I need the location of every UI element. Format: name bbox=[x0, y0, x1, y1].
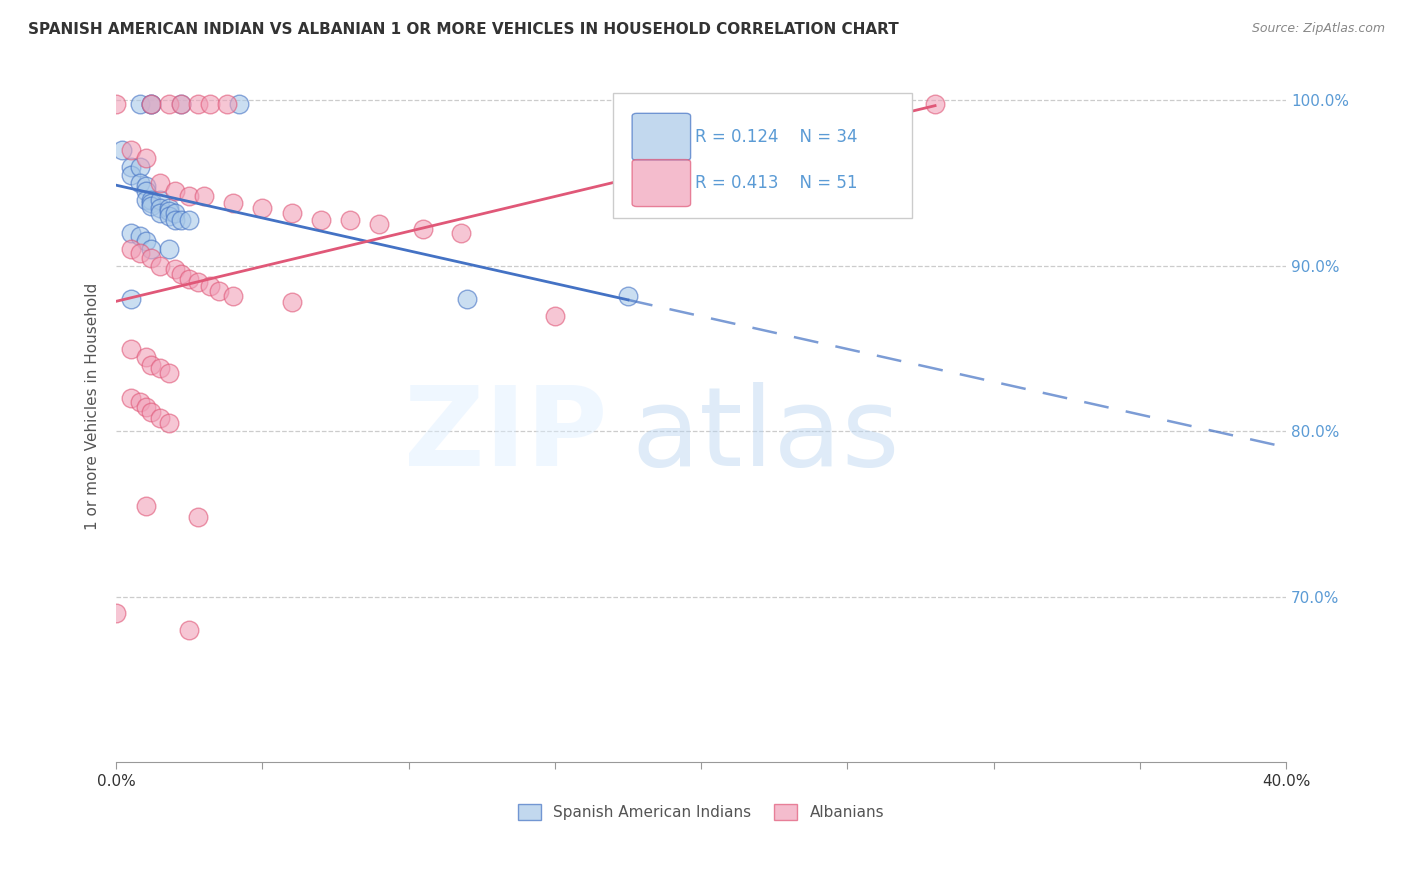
Point bbox=[544, 309, 567, 323]
Point bbox=[141, 242, 163, 256]
Point bbox=[198, 278, 221, 293]
Point bbox=[120, 292, 142, 306]
Point bbox=[120, 168, 142, 182]
Point bbox=[157, 209, 180, 223]
Point bbox=[141, 196, 163, 211]
Point bbox=[169, 96, 191, 111]
Point bbox=[179, 272, 201, 286]
Point bbox=[105, 96, 128, 111]
Point bbox=[217, 96, 239, 111]
Point bbox=[128, 229, 150, 244]
Point bbox=[228, 96, 250, 111]
Point bbox=[128, 176, 150, 190]
Point bbox=[149, 361, 172, 376]
Point bbox=[120, 342, 142, 356]
Point bbox=[198, 96, 221, 111]
Point bbox=[149, 193, 172, 207]
Point bbox=[163, 206, 186, 220]
Point bbox=[187, 276, 209, 290]
Point bbox=[368, 218, 391, 232]
Point bbox=[128, 394, 150, 409]
Y-axis label: 1 or more Vehicles in Household: 1 or more Vehicles in Household bbox=[86, 283, 100, 530]
Point bbox=[163, 212, 186, 227]
Point bbox=[169, 212, 191, 227]
Point bbox=[149, 259, 172, 273]
Point bbox=[450, 226, 472, 240]
Point bbox=[141, 404, 163, 418]
Text: ZIP: ZIP bbox=[404, 382, 607, 489]
Point bbox=[134, 499, 156, 513]
FancyBboxPatch shape bbox=[633, 160, 690, 207]
Point bbox=[120, 143, 142, 157]
Point bbox=[456, 292, 478, 306]
Point bbox=[280, 206, 302, 220]
Point bbox=[120, 226, 142, 240]
Point bbox=[187, 96, 209, 111]
Point bbox=[120, 160, 142, 174]
Point bbox=[222, 288, 245, 302]
Point bbox=[157, 242, 180, 256]
Point bbox=[111, 143, 134, 157]
Point bbox=[163, 262, 186, 277]
Point bbox=[149, 411, 172, 425]
Point bbox=[193, 189, 215, 203]
Point bbox=[187, 510, 209, 524]
Point bbox=[141, 96, 163, 111]
Point bbox=[128, 245, 150, 260]
Point bbox=[169, 96, 191, 111]
Point bbox=[141, 96, 163, 111]
Point bbox=[222, 196, 245, 211]
Point bbox=[134, 151, 156, 165]
Point bbox=[163, 185, 186, 199]
Legend: Spanish American Indians, Albanians: Spanish American Indians, Albanians bbox=[512, 797, 890, 826]
FancyBboxPatch shape bbox=[633, 113, 690, 161]
Point bbox=[141, 358, 163, 372]
Point bbox=[128, 96, 150, 111]
Point bbox=[134, 234, 156, 248]
Point bbox=[169, 267, 191, 281]
Point bbox=[149, 206, 172, 220]
Point bbox=[179, 623, 201, 637]
Text: R = 0.413    N = 51: R = 0.413 N = 51 bbox=[696, 174, 858, 192]
Point bbox=[179, 189, 201, 203]
Point bbox=[280, 295, 302, 310]
Point bbox=[412, 222, 434, 236]
Point bbox=[207, 284, 229, 298]
Point bbox=[134, 179, 156, 194]
Point bbox=[617, 288, 640, 302]
Point bbox=[128, 160, 150, 174]
Point bbox=[339, 212, 361, 227]
Point bbox=[120, 242, 142, 256]
Point bbox=[134, 193, 156, 207]
Text: R = 0.124    N = 34: R = 0.124 N = 34 bbox=[696, 128, 858, 145]
Point bbox=[141, 251, 163, 265]
Text: SPANISH AMERICAN INDIAN VS ALBANIAN 1 OR MORE VEHICLES IN HOUSEHOLD CORRELATION : SPANISH AMERICAN INDIAN VS ALBANIAN 1 OR… bbox=[28, 22, 898, 37]
Point bbox=[309, 212, 332, 227]
FancyBboxPatch shape bbox=[613, 94, 911, 218]
Point bbox=[179, 212, 201, 227]
Point bbox=[141, 193, 163, 207]
Point bbox=[141, 199, 163, 213]
Point bbox=[157, 96, 180, 111]
Point bbox=[134, 350, 156, 364]
Point bbox=[157, 416, 180, 430]
Point bbox=[252, 201, 274, 215]
Text: atlas: atlas bbox=[631, 382, 900, 489]
Point bbox=[924, 96, 946, 111]
Point bbox=[157, 367, 180, 381]
Point bbox=[149, 176, 172, 190]
Point bbox=[157, 201, 180, 215]
Point bbox=[120, 392, 142, 406]
Point bbox=[157, 204, 180, 219]
Point bbox=[141, 96, 163, 111]
Text: Source: ZipAtlas.com: Source: ZipAtlas.com bbox=[1251, 22, 1385, 36]
Point bbox=[149, 201, 172, 215]
Point bbox=[105, 607, 128, 621]
Point bbox=[134, 400, 156, 414]
Point bbox=[134, 185, 156, 199]
